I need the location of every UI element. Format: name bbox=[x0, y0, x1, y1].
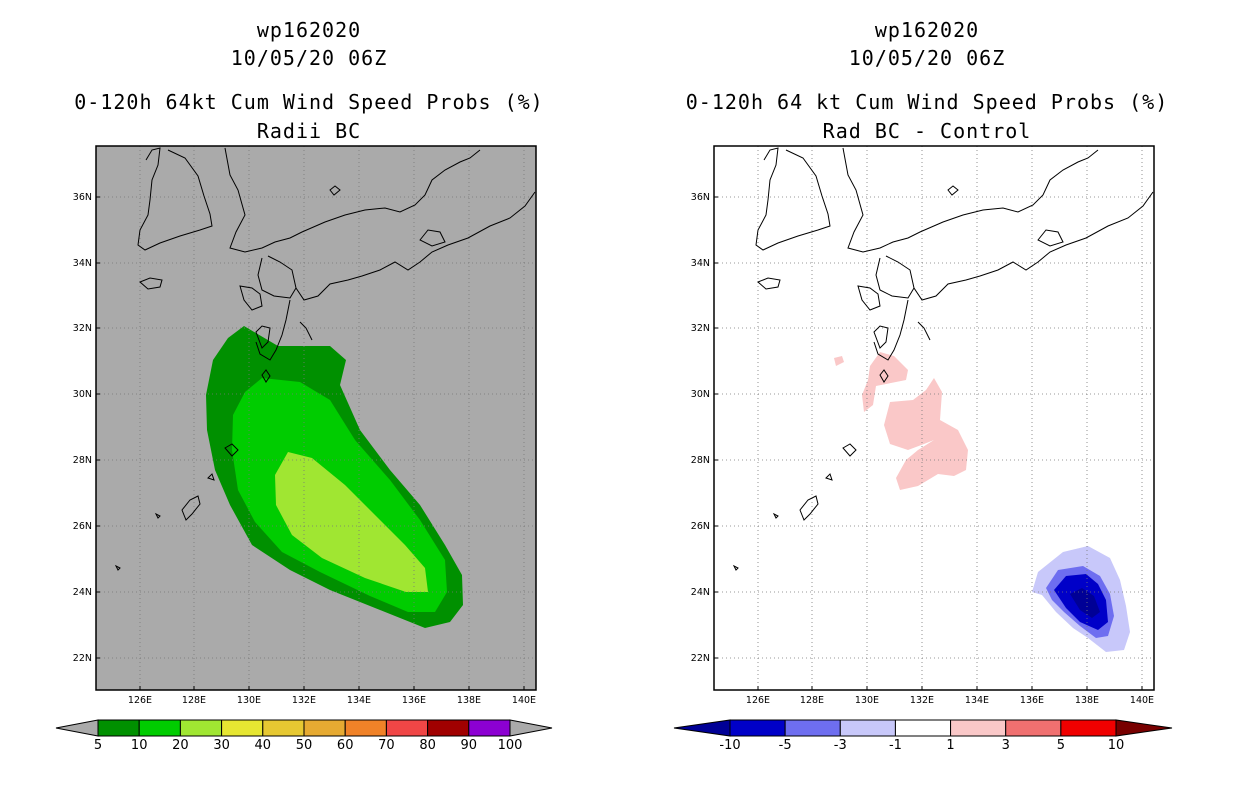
map-frame bbox=[95, 145, 537, 691]
colorbar: -10 -5 -3 -1 1 3 5 10 bbox=[673, 719, 1173, 753]
map-title: 0-120h 64kt Cum Wind Speed Probs (%) bbox=[74, 90, 544, 114]
colorbar-label: 70 bbox=[378, 738, 395, 753]
colorbar-label: -3 bbox=[834, 738, 847, 753]
map-title: 0-120h 64 kt Cum Wind Speed Probs (%) bbox=[685, 90, 1169, 114]
coastline bbox=[114, 147, 536, 571]
colorbar-label: -5 bbox=[779, 738, 792, 753]
colorbar-swatch bbox=[1005, 719, 1062, 737]
colorbar-label: 80 bbox=[419, 738, 436, 753]
lat-tick-label: 28N bbox=[73, 455, 92, 466]
lat-tick-label: 24N bbox=[73, 587, 92, 598]
colorbar-swatch bbox=[950, 719, 1007, 737]
datetime: 10/05/20 06Z bbox=[230, 46, 388, 70]
lat-lon-grid bbox=[714, 146, 1154, 690]
colorbar-label: 3 bbox=[1002, 738, 1010, 753]
colorbar: 5 10 20 30 40 50 60 70 80 90 100 bbox=[55, 719, 553, 753]
colorbar-label: 30 bbox=[213, 738, 230, 753]
lon-tick-label: 140E bbox=[512, 695, 536, 706]
colorbar-label: 5 bbox=[94, 738, 102, 753]
colorbar-low-arrow bbox=[673, 719, 731, 737]
axis-ticks: 126E 128E 130E 132E 134E 136E 138E 140E 36N 34N 32… bbox=[691, 192, 1154, 706]
lat-tick-label: 32N bbox=[691, 323, 710, 334]
colorbar-swatch bbox=[894, 719, 952, 737]
lon-tick-label: 132E bbox=[292, 695, 316, 706]
colorbar-label: 10 bbox=[131, 738, 148, 753]
panel-radii-bc: wp162020 10/05/20 06Z 0-120h 64kt Cum Wi… bbox=[55, 18, 553, 753]
lat-tick-label: 36N bbox=[73, 192, 92, 203]
lat-tick-label: 26N bbox=[691, 521, 710, 532]
axis-ticks: 126E 128E 130E 132E 134E 136E 138E 140E 36N 34N 32… bbox=[73, 192, 536, 706]
lon-tick-label: 138E bbox=[1075, 695, 1099, 706]
colorbar-label: 5 bbox=[1057, 738, 1065, 753]
colorbar-swatch bbox=[303, 719, 346, 737]
colorbar-label: 50 bbox=[296, 738, 313, 753]
panel-rad-bc-minus-control: wp162020 10/05/20 06Z 0-120h 64 kt Cum W… bbox=[618, 0, 1236, 800]
lat-tick-label: 34N bbox=[73, 258, 92, 269]
lon-tick-label: 130E bbox=[237, 695, 261, 706]
lat-lon-grid bbox=[96, 146, 536, 690]
colorbar-swatch bbox=[468, 719, 511, 737]
lat-tick-label: 28N bbox=[691, 455, 710, 466]
lat-tick-label: 30N bbox=[73, 389, 92, 400]
lon-tick-label: 136E bbox=[402, 695, 426, 706]
colorbar-swatch bbox=[729, 719, 786, 737]
colorbar-label: 60 bbox=[337, 738, 354, 753]
colorbar-swatch bbox=[179, 719, 223, 737]
lon-tick-label: 130E bbox=[855, 695, 879, 706]
negative-diff-minus10 bbox=[1070, 588, 1100, 618]
colorbar-label: 1 bbox=[946, 738, 954, 753]
positive-diff-region bbox=[834, 352, 968, 490]
colorbar-label: 90 bbox=[461, 738, 478, 753]
colorbar-swatch bbox=[262, 719, 305, 737]
map-subtitle: Rad BC - Control bbox=[822, 119, 1032, 143]
colorbar-label: 100 bbox=[498, 738, 523, 753]
colorbar-swatch bbox=[97, 719, 140, 737]
lon-tick-label: 134E bbox=[965, 695, 989, 706]
map-frame bbox=[713, 145, 1155, 691]
colorbar-swatch bbox=[385, 719, 429, 737]
colorbar-low-arrow bbox=[55, 719, 99, 737]
difference-map: 126E 128E 130E 132E 134E 136E 138E 140E36N34N32… bbox=[673, 145, 1173, 753]
lon-tick-label: 128E bbox=[800, 695, 824, 706]
lon-tick-label: 126E bbox=[746, 695, 770, 706]
lat-tick-label: 36N bbox=[691, 192, 710, 203]
lat-tick-label: 34N bbox=[691, 258, 710, 269]
storm-id: wp162020 bbox=[874, 18, 980, 42]
lat-tick-label: 22N bbox=[691, 653, 710, 664]
colorbar-swatch bbox=[1060, 719, 1117, 737]
map-subtitle: Radii BC bbox=[256, 119, 362, 143]
colorbar-label: -1 bbox=[889, 738, 902, 753]
colorbar-swatch bbox=[839, 719, 896, 737]
lon-tick-label: 126E bbox=[128, 695, 152, 706]
colorbar-swatch bbox=[784, 719, 841, 737]
lon-tick-label: 136E bbox=[1020, 695, 1044, 706]
datetime: 10/05/20 06Z bbox=[848, 46, 1006, 70]
lat-tick-label: 32N bbox=[73, 323, 92, 334]
storm-id: wp162020 bbox=[256, 18, 362, 42]
lon-tick-label: 128E bbox=[182, 695, 206, 706]
probability-map: 126E 128E 130E 132E 134E 136E 138E 140E 36N 34N 32… bbox=[55, 145, 553, 753]
lon-tick-label: 134E bbox=[347, 695, 371, 706]
colorbar-high-arrow bbox=[1115, 719, 1173, 737]
lat-tick-label: 22N bbox=[73, 653, 92, 664]
colorbar-swatch bbox=[344, 719, 387, 737]
colorbar-label: 40 bbox=[255, 738, 272, 753]
colorbar-swatch bbox=[138, 719, 181, 737]
lon-tick-label: 132E bbox=[910, 695, 934, 706]
colorbar-high-arrow bbox=[509, 719, 553, 737]
prob-contour-20 bbox=[275, 452, 428, 592]
coastline bbox=[732, 147, 1154, 571]
colorbar-swatch bbox=[427, 719, 470, 737]
lat-tick-label: 24N bbox=[691, 587, 710, 598]
colorbar-label: 20 bbox=[172, 738, 189, 753]
lat-tick-label: 30N bbox=[691, 389, 710, 400]
colorbar-label: 10 bbox=[1108, 738, 1125, 753]
lat-tick-label: 26N bbox=[73, 521, 92, 532]
lon-tick-label: 138E bbox=[457, 695, 481, 706]
colorbar-label: -10 bbox=[719, 738, 740, 753]
colorbar-swatch bbox=[221, 719, 264, 737]
lon-tick-label: 140E bbox=[1130, 695, 1154, 706]
